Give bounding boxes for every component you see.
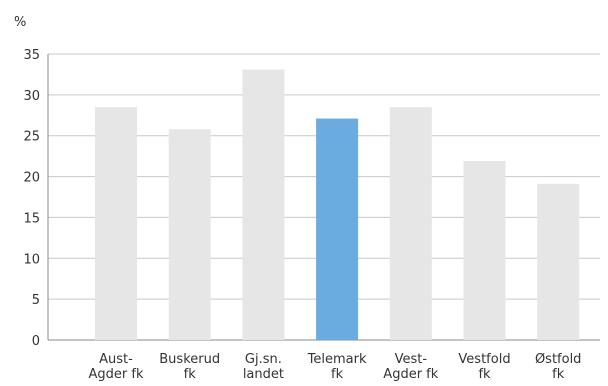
bar (389, 107, 432, 340)
y-tick-label: 20 (23, 171, 40, 186)
y-tick-label: 15 (23, 211, 40, 226)
x-category-label: landet (243, 367, 284, 382)
y-tick-label: 30 (23, 89, 40, 104)
x-category-label: Agder fk (383, 367, 438, 382)
y-tick-label: 0 (32, 334, 40, 349)
x-category-label: Gj.sn. (245, 352, 282, 367)
x-axis-labels: Aust-Agder fkBuskerudfkGj.sn.landetTelem… (89, 352, 582, 382)
x-category-label: Telemark (307, 352, 367, 367)
y-tick-label: 35 (23, 48, 40, 63)
x-category-label: fk (331, 367, 344, 382)
x-category-label: Østfold (535, 352, 582, 367)
y-tick-label: 5 (32, 293, 40, 308)
bar (95, 107, 137, 340)
x-category-label: fk (478, 367, 491, 382)
x-category-label: fk (184, 367, 197, 382)
x-category-label: Vestfold (458, 352, 510, 367)
bar (242, 69, 285, 341)
x-category-label: Buskerud (159, 352, 220, 367)
bar (463, 161, 506, 340)
bar-layer (95, 69, 580, 341)
x-category-label: Aust- (99, 352, 133, 367)
bar (168, 129, 211, 340)
y-tick-label: 25 (23, 130, 40, 145)
y-axis-ticks: 0 5 10 15 20 25 30 35 (23, 48, 40, 349)
x-category-label: fk (552, 367, 565, 382)
bar (537, 183, 580, 340)
x-category-label: Vest- (395, 352, 428, 367)
y-tick-label: 10 (23, 252, 40, 267)
y-axis-unit-label: % (14, 15, 26, 30)
x-category-label: Agder fk (89, 367, 144, 382)
bar-highlighted (316, 118, 359, 340)
